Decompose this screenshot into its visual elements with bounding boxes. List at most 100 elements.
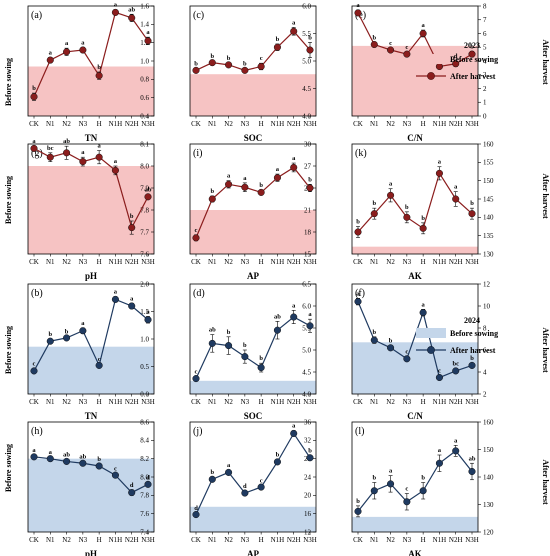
data-point: [273, 174, 281, 182]
data-point: [46, 153, 54, 161]
x-tick-label: N3H: [141, 120, 155, 128]
y-tick-label: 8.0: [140, 473, 149, 481]
data-point: [111, 166, 119, 174]
significance-letter: a: [32, 447, 36, 454]
significance-letter: a: [114, 158, 118, 165]
x-axis-label: C/N: [407, 133, 423, 143]
y-tick-label: 2: [483, 390, 487, 398]
significance-letter: b: [243, 342, 247, 349]
x-tick-label: CK: [353, 258, 363, 266]
data-point: [257, 188, 265, 196]
y-right-title-row1: After harvest: [541, 39, 550, 85]
significance-letter: b: [308, 34, 312, 41]
before-sowing-band: [28, 166, 154, 254]
before-sowing-band: [352, 516, 478, 532]
y-tick-label: 7.7: [140, 228, 149, 236]
y-tick-label: 6: [483, 30, 487, 38]
panel-h: 7.47.67.88.08.28.48.6CK N1 N2 N3 H N1H N2H N3Hp…: [27, 418, 155, 556]
y-tick-label: 6.0: [302, 2, 311, 10]
x-tick-label: N3H: [465, 258, 479, 266]
x-axis-label: AP: [247, 271, 259, 281]
data-point: [208, 59, 216, 67]
significance-letter: d: [146, 475, 150, 482]
before-sowing-band: [190, 74, 316, 116]
data-point: [306, 322, 314, 330]
panel-a: 0.40.60.81.01.21.41.6CK N1 N2 N3 H N1H N2H N3HT…: [27, 2, 155, 143]
y-tick-label: 4.5: [302, 85, 311, 93]
significance-letter: c: [260, 55, 263, 62]
data-point: [241, 489, 249, 497]
y-left-title-row3: Before sowing: [4, 326, 13, 374]
data-point: [225, 180, 233, 188]
data-point: [192, 66, 200, 74]
significance-letter: c: [405, 486, 408, 493]
data-point: [241, 183, 249, 191]
y-left-title-row2: Before sowing: [4, 176, 13, 224]
significance-letter: b: [389, 338, 393, 345]
data-point: [192, 511, 200, 519]
significance-letter: ab: [63, 138, 70, 145]
x-tick-label: H: [259, 536, 264, 544]
x-tick-label: N2: [386, 120, 395, 128]
data-point: [452, 447, 460, 455]
significance-letter: a: [438, 159, 442, 166]
significance-letter: a: [81, 320, 85, 327]
panel-label: (k): [355, 148, 367, 159]
significance-letter: a: [308, 311, 312, 318]
significance-letter: ab: [209, 327, 216, 334]
data-point: [419, 224, 427, 232]
y-tick-label: 7.6: [140, 250, 149, 258]
x-tick-label: CK: [29, 536, 39, 544]
x-tick-label: N3: [241, 120, 250, 128]
significance-letter: b: [470, 200, 474, 207]
y-tick-label: 21: [304, 206, 312, 214]
data-point: [419, 29, 427, 38]
x-tick-label: H: [421, 536, 426, 544]
significance-letter: a: [454, 437, 458, 444]
y-tick-label: 7: [483, 16, 487, 24]
data-point: [95, 462, 103, 470]
significance-letter: b: [356, 219, 360, 226]
x-tick-label: N3: [241, 536, 250, 544]
panel-c: 4.04.55.05.56.0CK N1 N2 N3 H N1H N2H N3HSOC(c)b…: [189, 2, 317, 143]
data-point: [435, 373, 443, 382]
significance-letter: c: [33, 361, 36, 368]
data-point: [128, 14, 136, 22]
y-tick-label: 16: [304, 510, 312, 518]
y-tick-label: 150: [483, 177, 494, 185]
data-point: [306, 46, 314, 54]
y-tick-label: 4: [483, 57, 487, 65]
data-point: [257, 62, 265, 71]
x-tick-label: CK: [29, 120, 39, 128]
legend-2024-year: 2024: [464, 316, 480, 325]
before-sowing-band: [352, 45, 478, 116]
x-tick-label: H: [421, 398, 426, 406]
x-tick-label: N2H: [287, 536, 301, 544]
data-point: [354, 298, 362, 306]
x-tick-label: N2: [62, 398, 71, 406]
x-axis-label: pH: [85, 271, 97, 281]
x-tick-label: CK: [191, 398, 201, 406]
significance-letter: ab: [469, 455, 476, 462]
y-tick-label: 8.4: [140, 437, 149, 445]
legend-2023-after-label: After harvest: [450, 72, 496, 81]
y-tick-label: 12: [483, 280, 491, 288]
plot-frame: [189, 283, 317, 395]
significance-letter: a: [114, 2, 118, 9]
significance-letter: b: [276, 452, 280, 459]
significance-letter: d: [194, 505, 198, 512]
data-point: [208, 475, 216, 483]
significance-letter: a: [49, 449, 53, 456]
significance-letter: b: [227, 55, 231, 62]
data-point: [46, 56, 54, 64]
data-point: [435, 169, 443, 177]
data-point: [63, 457, 71, 465]
significance-letter: b: [308, 447, 312, 454]
legend-2024-before-swatch: [416, 328, 446, 338]
x-tick-label: N2: [62, 120, 71, 128]
data-point: [290, 27, 298, 35]
x-tick-label: N1: [208, 536, 217, 544]
data-point: [354, 507, 362, 515]
significance-letter: c: [438, 367, 441, 374]
data-point: [452, 195, 460, 203]
